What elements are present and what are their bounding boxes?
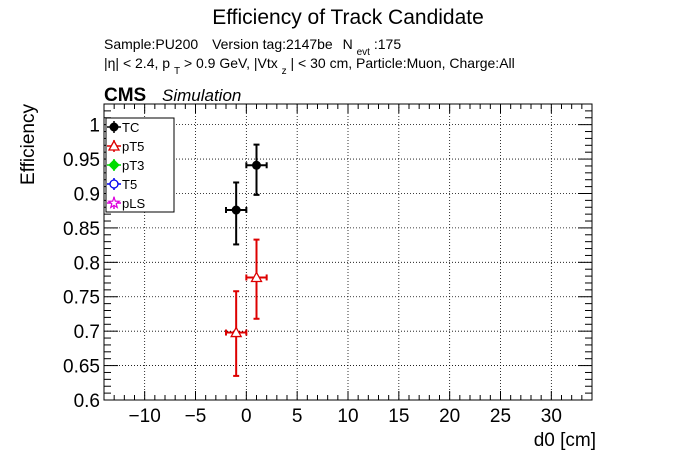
legend: TC pT5 pT3 T5 pLS <box>105 117 175 213</box>
data-point-tc <box>225 181 248 246</box>
vtx-subscript: z <box>282 66 287 77</box>
legend-marker-t5 <box>109 179 119 189</box>
simulation-label: Simulation <box>162 86 241 105</box>
nevt-label: N <box>343 36 353 52</box>
x-tick-label: −10 <box>129 406 161 427</box>
legend-marker-tc <box>109 122 119 132</box>
y-tick-label: 0.7 <box>74 322 100 343</box>
legend-entry-pt5: pT5 <box>107 139 144 154</box>
x-tick-label: 0 <box>241 406 252 427</box>
x-tick-label: 10 <box>337 406 358 427</box>
x-tick-label: 15 <box>388 406 409 427</box>
legend-label: pT3 <box>122 158 144 173</box>
nevt-subscript: evt <box>357 47 371 58</box>
y-tick-label: 0.95 <box>63 150 100 171</box>
legend-entry-t5: T5 <box>107 177 137 192</box>
y-tick-label: 0.65 <box>63 357 100 378</box>
y-tick-label: 0.85 <box>63 219 100 240</box>
legend-marker-pt3 <box>108 159 120 171</box>
legend-marker-pt5 <box>107 139 121 151</box>
cuts-rest: | < 30 cm, Particle:Muon, Charge:All <box>291 55 515 71</box>
x-axis-label: d0 [cm] <box>534 430 596 451</box>
legend-entry-pls: pLS <box>107 195 145 211</box>
x-tick-label: 30 <box>541 406 562 427</box>
legend-label: TC <box>122 120 139 135</box>
legend-entry-pt3: pT3 <box>107 158 144 173</box>
info-line-1: Sample:PU200 Version tag:2147be N evt :1… <box>104 36 401 58</box>
legend-entry-tc: TC <box>107 120 139 135</box>
x-tick-label: 5 <box>292 406 303 427</box>
grid-lines <box>104 104 592 400</box>
cms-label: CMS <box>104 85 146 106</box>
info-line-2: |η| < 2.4, p T > 0.9 GeV, |Vtx z | < 30 … <box>104 55 515 77</box>
sample-label: Sample:PU200 <box>104 36 198 52</box>
y-tick-label: 0.8 <box>74 253 100 274</box>
data-point-pt5 <box>245 238 268 320</box>
legend-marker-pls <box>107 195 121 209</box>
data-point-pt5 <box>225 290 248 377</box>
x-tick-label: 20 <box>439 406 460 427</box>
legend-label: T5 <box>122 177 137 192</box>
pt-cut: > 0.9 GeV, |Vtx <box>184 55 278 71</box>
marker-pt5 <box>250 271 263 283</box>
y-tick-label: 0.9 <box>74 184 100 205</box>
marker-tc <box>231 205 241 215</box>
y-tick-label: 0.75 <box>63 288 100 309</box>
legend-label: pT5 <box>122 139 144 154</box>
chart-title: Efficiency of Track Candidate <box>212 6 484 29</box>
data-point-tc <box>245 143 268 196</box>
marker-pt5 <box>230 326 243 338</box>
data-points <box>225 143 268 377</box>
y-tick-label: 0.6 <box>74 391 100 412</box>
legend-label: pLS <box>122 196 145 211</box>
y-tick-label: 1 <box>89 116 100 137</box>
pt-subscript: T <box>174 66 180 77</box>
axis-ticks <box>103 103 593 401</box>
tick-labels: −10 −5 0 5 10 15 20 25 30 0.6 0.65 0.7 0.75 0.8 0.85 0.… <box>63 116 562 427</box>
marker-tc <box>252 160 261 170</box>
version-label: Version tag:2147be <box>212 36 333 52</box>
eta-cut: |η| < 2.4, p <box>104 55 170 71</box>
x-tick-label: 25 <box>490 406 511 427</box>
nevt-value: :175 <box>374 36 401 52</box>
x-tick-label: −5 <box>185 406 207 427</box>
y-axis-label: Efficiency <box>18 104 39 185</box>
